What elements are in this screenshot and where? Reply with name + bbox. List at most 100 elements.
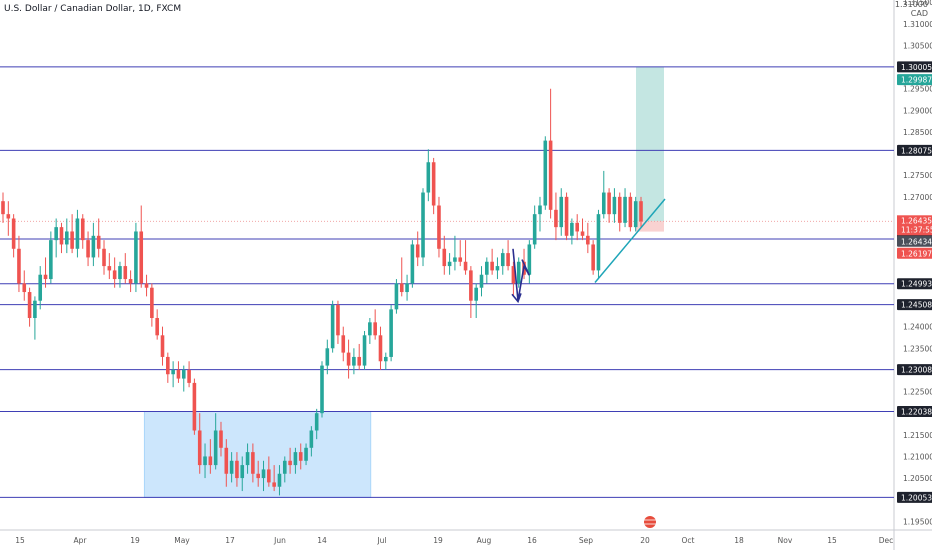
candle-body — [27, 292, 32, 318]
candle-body — [6, 214, 11, 219]
candle-body — [527, 244, 532, 275]
candle-body — [235, 460, 239, 479]
candle-body — [399, 283, 404, 293]
stop-badge-text: 1.26197 — [901, 249, 932, 258]
target-zone — [636, 66, 664, 222]
candle-body — [442, 248, 447, 267]
candle-body — [144, 283, 149, 288]
y-tick-label: 1.19500 — [903, 517, 932, 526]
level-badge-text: 1.20053 — [901, 493, 932, 502]
candle-body — [43, 274, 48, 280]
candle-body — [458, 257, 463, 262]
level-badge-text: 1.24508 — [901, 301, 932, 310]
candle-body — [208, 456, 213, 466]
candle-body — [543, 140, 548, 206]
candle-body — [22, 283, 27, 293]
candle-body — [352, 356, 356, 366]
candle-body — [134, 231, 138, 284]
x-tick-label: 17 — [225, 536, 235, 545]
candle-body — [341, 335, 346, 353]
candle-body — [86, 240, 90, 258]
candle-body — [49, 240, 53, 280]
candle-body — [267, 469, 271, 483]
candle-body — [219, 430, 223, 448]
candle-body — [415, 244, 420, 258]
level-badge-bg — [897, 299, 932, 311]
candle-body — [575, 222, 579, 232]
candle-body — [469, 270, 473, 301]
candle-body — [368, 322, 372, 336]
candle-body — [511, 266, 516, 284]
candle-body — [500, 253, 505, 267]
y-tick-label: 1.27000 — [903, 193, 932, 202]
candle-body — [304, 447, 308, 461]
candle-body — [203, 456, 207, 466]
candle-body — [166, 356, 170, 375]
candle-body — [70, 231, 74, 249]
candle-body — [564, 196, 569, 236]
countdown-text: 11:37:55 — [901, 225, 932, 234]
candle-body — [421, 192, 425, 258]
candle-body — [181, 369, 186, 379]
candle-body — [325, 348, 330, 366]
candle-body — [506, 253, 510, 267]
event-flag-icon — [644, 516, 656, 528]
x-tick-label: 18 — [734, 536, 744, 545]
chart-title: U.S. Dollar / Canadian Dollar, 1D, FXCM — [4, 4, 182, 14]
x-tick-label: 16 — [527, 536, 537, 545]
candle-body — [516, 261, 521, 284]
x-tick-label: Sep — [579, 536, 593, 545]
candle-body — [596, 214, 601, 271]
candle-body — [80, 218, 85, 241]
candle-body — [362, 335, 367, 366]
candle-body — [272, 482, 276, 487]
candle-body — [155, 318, 159, 336]
y-tick-label: 1.30500 — [903, 41, 932, 50]
candle-body — [128, 279, 133, 284]
candle-body — [474, 287, 478, 301]
candle-body — [601, 192, 606, 215]
x-tick-label: Oct — [682, 536, 695, 545]
candle-body — [293, 452, 298, 466]
candle-body — [453, 257, 457, 262]
level-badge-text: 1.28075 — [901, 146, 932, 155]
candle-body — [288, 460, 292, 466]
target-badge-text: 1.29987 — [901, 76, 932, 85]
x-tick-label: Apr — [74, 536, 88, 545]
x-tick-label: 15 — [827, 536, 837, 545]
candle-body — [1, 201, 5, 215]
pattern-arrow — [512, 248, 530, 302]
candle-body — [559, 196, 564, 228]
candle-body — [118, 266, 122, 280]
candle-body — [607, 192, 611, 215]
x-tick-label: 19 — [130, 536, 140, 545]
candle-body — [538, 205, 542, 215]
y-tick-label: 1.28500 — [903, 128, 932, 137]
stop-zone — [636, 221, 664, 232]
level-badge-bg — [897, 278, 932, 290]
candle-body — [314, 413, 319, 431]
candle-body — [176, 369, 181, 379]
support-zone — [143, 411, 372, 498]
candle-body — [623, 196, 627, 223]
candle-body — [112, 270, 117, 280]
target-badge-bg — [897, 74, 932, 86]
candle-body — [447, 261, 452, 267]
level-badge-text: 1.30005 — [901, 63, 932, 72]
candle-body — [54, 227, 58, 241]
level-badge-text: 1.22038 — [901, 408, 932, 417]
candle-body — [229, 460, 234, 474]
candle-body — [426, 162, 431, 193]
x-tick-label: Jul — [376, 536, 386, 545]
trend-line — [594, 198, 666, 284]
candle-body — [187, 369, 191, 383]
candle-body — [65, 231, 69, 245]
level-badge-bg — [897, 144, 932, 156]
candle-body — [570, 222, 574, 236]
candle-body — [309, 430, 314, 448]
candle-body — [224, 447, 229, 474]
x-tick-label: Jun — [273, 536, 286, 545]
y-tick-label: 1.31500 — [903, 0, 932, 7]
candle-body — [639, 201, 643, 222]
